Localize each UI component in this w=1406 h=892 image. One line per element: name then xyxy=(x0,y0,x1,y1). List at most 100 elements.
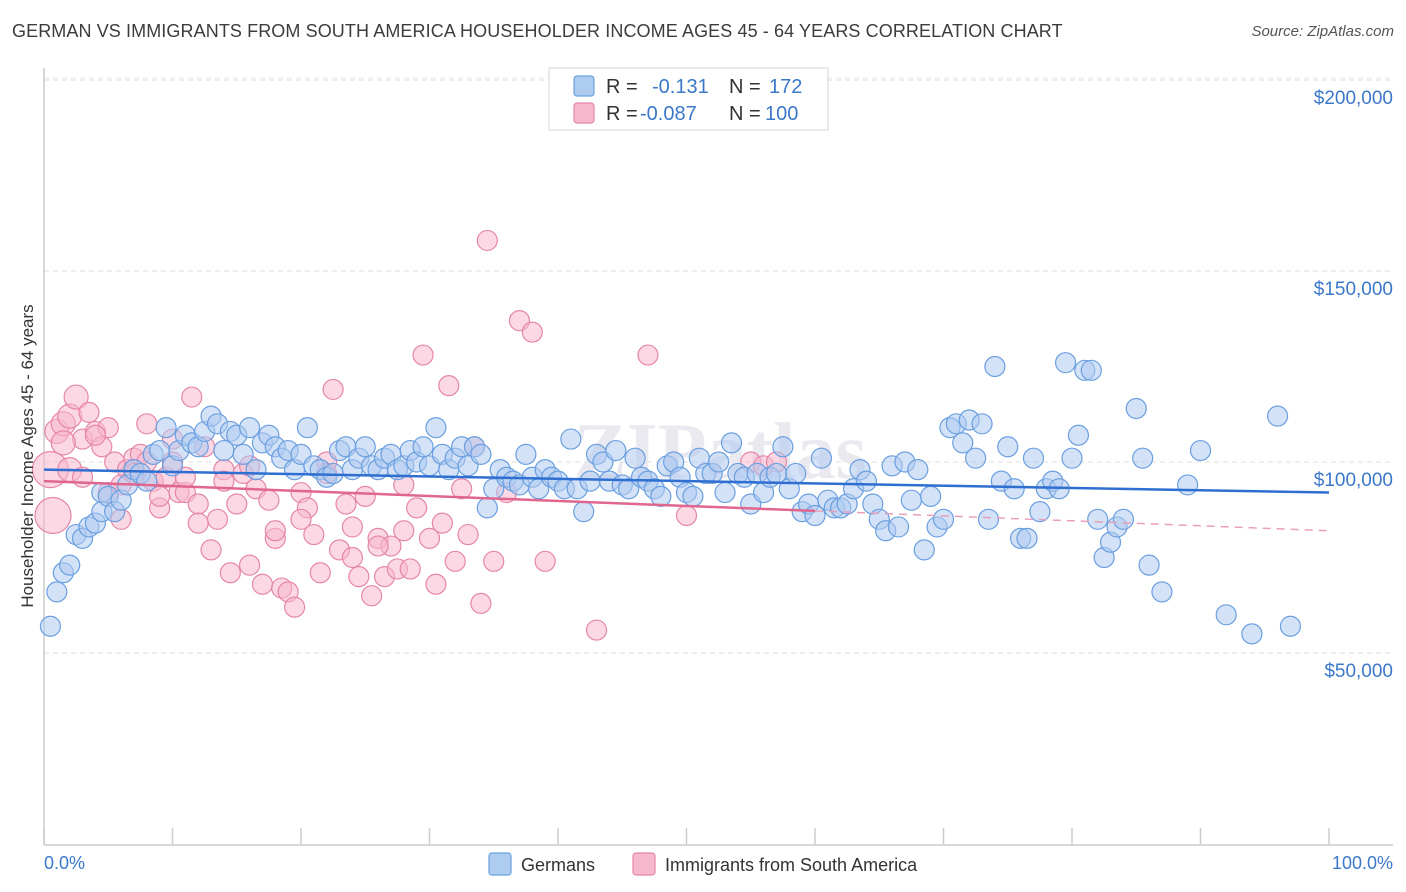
data-point-immigrants xyxy=(451,478,473,500)
bottom-legend-immigrants: Immigrants from South America xyxy=(665,855,918,875)
data-point-germans xyxy=(1279,615,1302,637)
data-point-immigrants xyxy=(335,493,357,515)
data-point-germans xyxy=(977,508,1000,530)
y-tick-labels: $50,000 $100,000 $150,000 $200,000 xyxy=(1314,88,1393,682)
data-point-immigrants xyxy=(521,321,543,343)
data-point-germans xyxy=(1087,508,1109,530)
data-point-germans xyxy=(708,451,730,473)
data-point-immigrants xyxy=(309,562,331,584)
data-point-immigrants xyxy=(181,386,203,408)
data-point-immigrants xyxy=(258,489,280,511)
data-point-immigrants xyxy=(50,430,76,456)
data-point-immigrants xyxy=(412,344,434,366)
data-point-immigrants xyxy=(367,535,389,557)
data-point-germans xyxy=(855,470,878,492)
data-point-germans xyxy=(470,443,492,465)
data-point-germans xyxy=(1016,527,1038,550)
data-point-immigrants xyxy=(585,619,608,641)
data-point-immigrants xyxy=(406,497,428,519)
data-point-germans xyxy=(887,516,910,538)
data-point-immigrants xyxy=(187,512,209,534)
data-point-immigrants xyxy=(457,523,479,546)
data-point-germans xyxy=(136,470,158,492)
y-axis-label: Householder Income Ages 45 - 64 years xyxy=(18,304,37,607)
data-point-immigrants xyxy=(341,546,363,569)
data-point-germans xyxy=(1054,352,1077,374)
data-point-immigrants xyxy=(675,504,698,527)
data-point-immigrants xyxy=(348,565,370,588)
data-point-germans xyxy=(1029,501,1051,523)
data-point-germans xyxy=(720,432,743,454)
data-point-immigrants xyxy=(438,375,460,397)
x-tick-label-start: 0.0% xyxy=(44,853,85,873)
data-point-germans xyxy=(1177,474,1199,496)
data-point-immigrants xyxy=(84,424,107,446)
data-point-germans xyxy=(1151,581,1173,603)
legend-swatch-germans xyxy=(573,75,595,97)
data-point-germans xyxy=(1022,447,1045,469)
y-tick-label: $200,000 xyxy=(1314,88,1393,109)
data-point-immigrants xyxy=(187,493,209,515)
data-point-immigrants xyxy=(483,550,505,572)
bottom-legend-swatch-immigrants xyxy=(632,852,656,876)
trend-lines xyxy=(43,468,1330,532)
data-point-immigrants xyxy=(637,344,659,366)
data-point-germans xyxy=(1125,397,1147,420)
data-point-immigrants xyxy=(63,384,89,410)
data-point-immigrants xyxy=(341,516,363,538)
data-point-germans xyxy=(155,417,177,439)
data-point-germans xyxy=(296,417,319,439)
data-point-germans xyxy=(1080,359,1102,381)
legend-n-value-1: 172 xyxy=(769,76,802,98)
data-point-immigrants xyxy=(303,523,325,546)
data-point-germans xyxy=(1189,439,1212,462)
series-legend: Germans Immigrants from South America xyxy=(488,852,918,876)
data-point-immigrants xyxy=(78,401,100,423)
data-point-germans xyxy=(907,459,929,481)
data-point-germans xyxy=(560,428,582,450)
data-point-germans xyxy=(239,417,261,439)
data-point-immigrants xyxy=(534,550,556,572)
data-point-immigrants xyxy=(431,512,453,534)
data-point-germans xyxy=(605,439,627,462)
bottom-legend-germans: Germans xyxy=(521,855,595,875)
data-point-germans xyxy=(984,355,1006,378)
data-point-germans xyxy=(997,436,1019,458)
data-point-germans xyxy=(59,554,81,576)
x-axis-ticks xyxy=(43,828,1330,845)
legend-r-value-1: -0.131 xyxy=(652,76,709,98)
data-point-immigrants xyxy=(425,573,447,595)
data-point-germans xyxy=(1241,623,1263,645)
y-tick-label: $100,000 xyxy=(1314,470,1393,491)
data-point-germans xyxy=(1067,424,1090,446)
data-point-germans xyxy=(39,615,62,637)
legend-r-label-2: R = xyxy=(606,103,638,125)
data-point-germans xyxy=(245,459,267,481)
data-point-immigrants xyxy=(354,485,376,507)
trend-line-immigrants xyxy=(43,479,816,513)
data-point-immigrants xyxy=(264,520,286,542)
data-point-germans xyxy=(810,447,833,469)
data-point-immigrants xyxy=(283,596,306,618)
y-tick-label: $150,000 xyxy=(1314,279,1393,300)
data-point-germans xyxy=(425,417,447,439)
data-point-germans xyxy=(1215,604,1237,626)
data-point-immigrants xyxy=(393,520,415,542)
legend-n-value-2: 100 xyxy=(765,103,798,125)
data-point-germans xyxy=(785,462,807,485)
data-point-immigrants xyxy=(361,585,383,607)
data-point-germans xyxy=(971,413,993,435)
trend-line-immigrants-extrapolated xyxy=(814,510,1330,532)
data-point-germans xyxy=(920,485,942,507)
data-point-germans xyxy=(952,432,974,454)
data-point-immigrants xyxy=(219,562,241,584)
legend-r-value-2: -0.087 xyxy=(640,103,697,125)
data-point-immigrants xyxy=(444,550,466,572)
data-point-germans xyxy=(573,501,595,523)
bottom-legend-swatch-germans xyxy=(488,852,512,876)
data-point-germans xyxy=(682,485,704,507)
data-point-immigrants xyxy=(399,558,421,580)
legend-r-label-1: R = xyxy=(606,76,638,98)
data-point-immigrants xyxy=(476,229,498,252)
data-point-germans xyxy=(965,447,987,469)
